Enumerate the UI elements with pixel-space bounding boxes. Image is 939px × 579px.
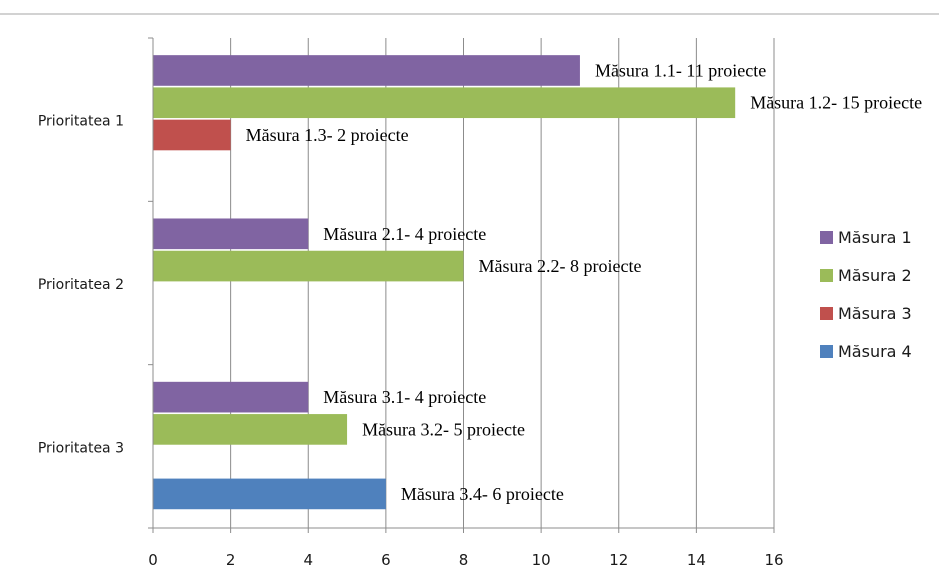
x-tick-label: 12: [609, 551, 628, 569]
legend-swatch: [820, 345, 833, 358]
x-tick-label: 8: [459, 551, 469, 569]
bar: [153, 55, 580, 86]
x-tick-label: 2: [226, 551, 236, 569]
x-tick-label: 0: [148, 551, 158, 569]
bar: [153, 250, 464, 282]
x-tick-label: 6: [381, 551, 391, 569]
bar: [153, 119, 231, 151]
data-label: Măsura 1.2- 15 proiecte: [750, 93, 922, 113]
data-label: Măsura 3.1- 4 proiecte: [323, 387, 486, 407]
data-label: Măsura 3.4- 6 proiecte: [401, 484, 564, 504]
bars: [153, 55, 736, 510]
x-tick-label: 16: [764, 551, 783, 569]
x-tick-label: 10: [532, 551, 551, 569]
axes: 0 2 4 6 8 10 12 14 16 Prioritatea 1 Prioritatea 2 P…: [38, 37, 784, 569]
legend: Măsura 1 Măsura 2 Măsura 3 Măsura 4: [820, 228, 912, 361]
data-labels: Măsura 1.1- 11 proiecte Măsura 1.2- 15 pr…: [246, 60, 923, 503]
bar: [153, 87, 736, 119]
legend-swatch: [820, 269, 833, 282]
data-label: Măsura 2.2- 8 proiecte: [479, 256, 642, 276]
data-label: Măsura 1.3- 2 proiecte: [246, 125, 409, 145]
bar: [153, 414, 348, 445]
legend-label: Măsura 3: [838, 304, 912, 323]
legend-swatch: [820, 307, 833, 320]
legend-label: Măsura 1: [838, 228, 912, 247]
legend-label: Măsura 4: [838, 342, 912, 361]
data-label: Măsura 3.2- 5 proiecte: [362, 419, 525, 439]
category-label: Prioritatea 3: [38, 440, 124, 456]
category-label: Prioritatea 2: [38, 277, 124, 293]
data-label: Măsura 1.1- 11 proiecte: [595, 60, 766, 80]
legend-swatch: [820, 231, 833, 244]
legend-label: Măsura 2: [838, 266, 912, 285]
bar: [153, 381, 309, 413]
data-label: Măsura 2.1- 4 proiecte: [323, 224, 486, 244]
bar: [153, 218, 309, 250]
x-tick-label: 14: [687, 551, 706, 569]
x-tick-label: 4: [303, 551, 313, 569]
bar: [153, 478, 386, 510]
category-label: Prioritatea 1: [38, 114, 124, 130]
